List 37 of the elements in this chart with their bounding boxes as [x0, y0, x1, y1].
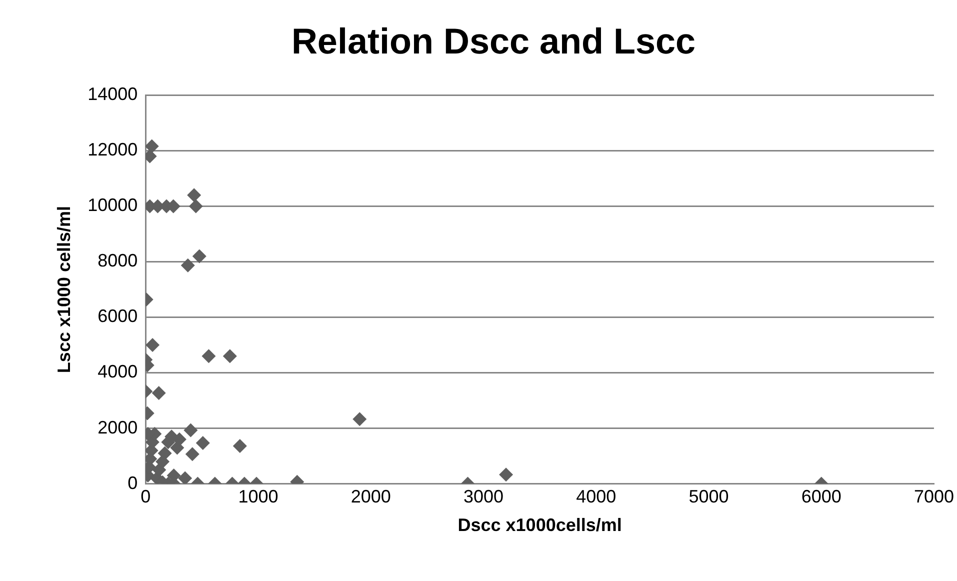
point [146, 139, 159, 154]
point [152, 386, 166, 400]
point [184, 423, 198, 438]
point [185, 447, 200, 462]
point [202, 349, 216, 364]
point [192, 249, 206, 264]
x-tick-label: 2000 [350, 486, 391, 507]
x-tick-label: 0 [140, 486, 151, 507]
point [172, 432, 186, 446]
y-tick-label: 4000 [98, 362, 138, 382]
y-tick-label: 8000 [98, 250, 138, 271]
point [499, 468, 514, 482]
x-tick-label: 5000 [688, 486, 729, 507]
y-tick-label: 6000 [98, 306, 138, 326]
x-tick-label: 6000 [801, 486, 842, 507]
point [178, 471, 192, 484]
y-tick-label: 0 [128, 472, 138, 493]
point [232, 439, 247, 454]
point [187, 188, 202, 202]
y-tick-label: 12000 [88, 140, 138, 160]
x-axis-title: Dscc x1000cells/ml [458, 515, 622, 536]
point [196, 436, 210, 450]
point [222, 349, 237, 364]
x-tick-label: 7000 [914, 486, 954, 507]
x-tick-label: 3000 [463, 486, 504, 507]
y-tick-label: 10000 [88, 195, 138, 216]
y-tick-label: 14000 [88, 84, 138, 104]
y-tick-label: 2000 [98, 417, 138, 438]
point [180, 258, 195, 272]
point [352, 412, 367, 426]
x-tick-label: 4000 [576, 486, 616, 507]
x-tick-label: 1000 [238, 486, 278, 507]
point [158, 446, 172, 460]
chart-title: Relation Dscc and Lscc [291, 20, 696, 62]
point [146, 338, 160, 352]
y-axis-title: Lscc x1000 cells/ml [54, 206, 74, 374]
point [188, 199, 203, 214]
